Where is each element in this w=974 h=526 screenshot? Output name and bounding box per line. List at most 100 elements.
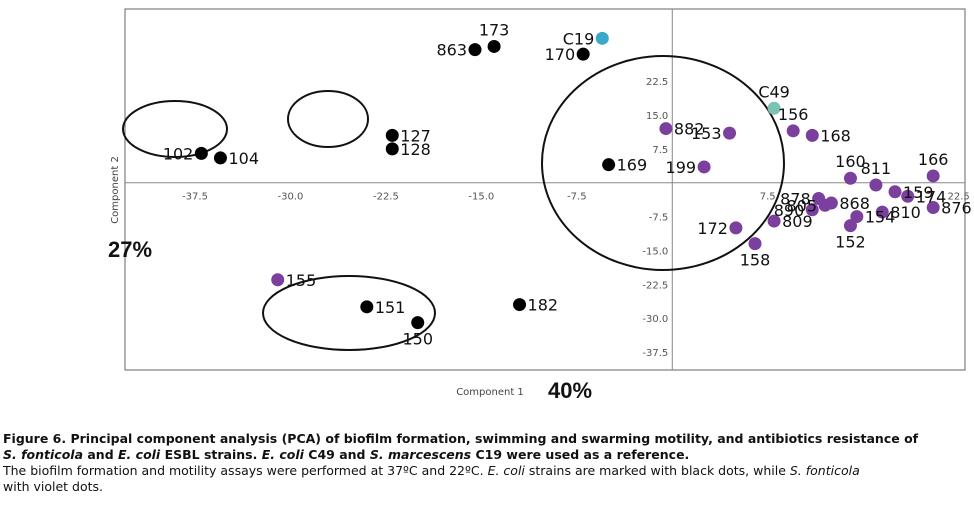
point-label-173: 173 — [479, 20, 510, 39]
point-label-805: 805 — [786, 196, 817, 215]
point-label-156: 156 — [778, 105, 809, 124]
cluster-ellipse-sfonticola — [541, 55, 785, 271]
point-label-150: 150 — [402, 330, 433, 349]
cluster-ellipse-151-150-182 — [262, 275, 436, 351]
point-label-170: 170 — [545, 45, 576, 64]
point-label-809: 809 — [782, 212, 813, 231]
caption-line-3: The biofilm formation and motility assay… — [3, 463, 973, 479]
caption-text: and — [83, 447, 119, 462]
point-label-169: 169 — [617, 156, 648, 175]
caption-text: ESBL strains. — [160, 447, 262, 462]
data-point-166 — [926, 169, 940, 183]
point-label-863: 863 — [436, 41, 467, 60]
y-tick-label: 15.0 — [646, 111, 668, 122]
cluster-ellipse-127-128 — [287, 90, 369, 148]
caption-line-4: with violet dots. — [3, 479, 104, 494]
data-point-169 — [602, 158, 616, 172]
data-point-127 — [385, 128, 399, 142]
data-point-876 — [926, 201, 940, 215]
point-label-127: 127 — [400, 126, 431, 145]
caption-line-1: Figure 6. Principal component analysis (… — [3, 431, 919, 446]
caption-species-sfonticola: S. fonticola — [3, 447, 84, 462]
data-point-C49 — [767, 101, 781, 115]
point-label-128: 128 — [400, 140, 431, 159]
point-label-C19: C19 — [563, 29, 595, 48]
point-label-104: 104 — [228, 149, 259, 168]
data-point-174 — [901, 189, 915, 203]
data-point-805 — [818, 198, 832, 212]
point-label-199: 199 — [666, 158, 697, 177]
point-label-882: 882 — [674, 120, 705, 139]
point-label-890: 890 — [774, 201, 805, 220]
point-label-172: 172 — [697, 219, 728, 238]
y-tick-label: -30.0 — [642, 314, 668, 325]
x-tick-label: -7.5 — [567, 192, 587, 203]
data-point-153 — [723, 126, 737, 140]
pca-scatter-plot: -37.5 -30.0 -22.5 -15.0 -7.5 7.5 22.5 22.5 15.0 7… — [108, 8, 972, 403]
caption-species-ecoli: E. coli — [261, 447, 304, 462]
y-tick-label: -37.5 — [642, 348, 668, 359]
point-label-158: 158 — [740, 251, 771, 270]
y-tick-label: 22.5 — [646, 77, 668, 88]
point-label-876: 876 — [941, 199, 972, 218]
x-tick-label: -15.0 — [468, 192, 494, 203]
point-label-878: 878 — [780, 190, 811, 209]
tick-labels: -37.5 -30.0 -22.5 -15.0 -7.5 7.5 22.5 22.5 15.0 7… — [182, 77, 970, 359]
x-axis-title: Component 1 — [456, 387, 524, 398]
caption-text: The biofilm formation and motility assay… — [3, 463, 488, 478]
point-label-868: 868 — [839, 194, 870, 213]
data-point-173 — [487, 39, 501, 53]
data-point-159 — [888, 185, 902, 199]
data-point-128 — [385, 142, 399, 156]
point-label-159: 159 — [903, 183, 934, 202]
data-point-199 — [697, 160, 711, 174]
point-label-155: 155 — [286, 271, 317, 290]
y-tick-label: -22.5 — [642, 280, 668, 291]
x-tick-label: -22.5 — [373, 192, 399, 203]
point-label-152: 152 — [835, 233, 866, 252]
data-points — [194, 31, 940, 330]
point-label-166: 166 — [918, 150, 949, 169]
data-point-811 — [869, 178, 883, 192]
data-point-C19 — [595, 31, 609, 45]
data-point-158 — [748, 237, 762, 251]
data-point-809 — [767, 214, 781, 228]
point-label-174: 174 — [916, 187, 947, 206]
data-point-102 — [194, 146, 208, 160]
caption-species-sfonticola: S. fonticola — [789, 463, 860, 478]
plot-frame — [124, 8, 966, 371]
y-variance-percent: 27% — [108, 237, 152, 262]
caption-species-ecoli: E. coli — [118, 447, 161, 462]
point-label-102: 102 — [163, 144, 194, 163]
data-point-150 — [411, 316, 425, 330]
point-label-182: 182 — [528, 296, 559, 315]
data-point-151 — [360, 300, 374, 314]
data-point-156 — [786, 124, 800, 138]
data-point-160 — [843, 171, 857, 185]
caption-text: C49 and — [303, 447, 370, 462]
caption-species-smarcescens: S. marcescens — [369, 447, 472, 462]
y-tick-label: -15.0 — [642, 246, 668, 257]
caption-species-ecoli: E. coli — [487, 463, 525, 478]
x-tick-label: -37.5 — [182, 192, 208, 203]
caption-line-2: S. fonticola and E. coli ESBL strains. E… — [3, 447, 973, 463]
point-label-151: 151 — [375, 298, 406, 317]
data-point-155 — [271, 273, 285, 287]
x-tick-label: 22.5 — [948, 192, 970, 203]
x-tick-label: 7.5 — [760, 192, 776, 203]
point-label-160: 160 — [835, 152, 866, 171]
data-point-863 — [468, 43, 482, 57]
caption-text: strains are marked with black dots, whil… — [524, 463, 790, 478]
data-point-154 — [850, 210, 864, 224]
data-point-882 — [659, 122, 673, 136]
data-point-170 — [576, 47, 590, 61]
point-label-811: 811 — [861, 159, 892, 178]
point-label-154: 154 — [865, 208, 896, 227]
data-point-172 — [729, 221, 743, 235]
point-label-153: 153 — [691, 124, 722, 143]
y-tick-label: 7.5 — [652, 145, 668, 156]
point-label-168: 168 — [820, 126, 851, 145]
y-axis-title: Component 2 — [110, 156, 121, 224]
data-point-890 — [805, 203, 819, 217]
